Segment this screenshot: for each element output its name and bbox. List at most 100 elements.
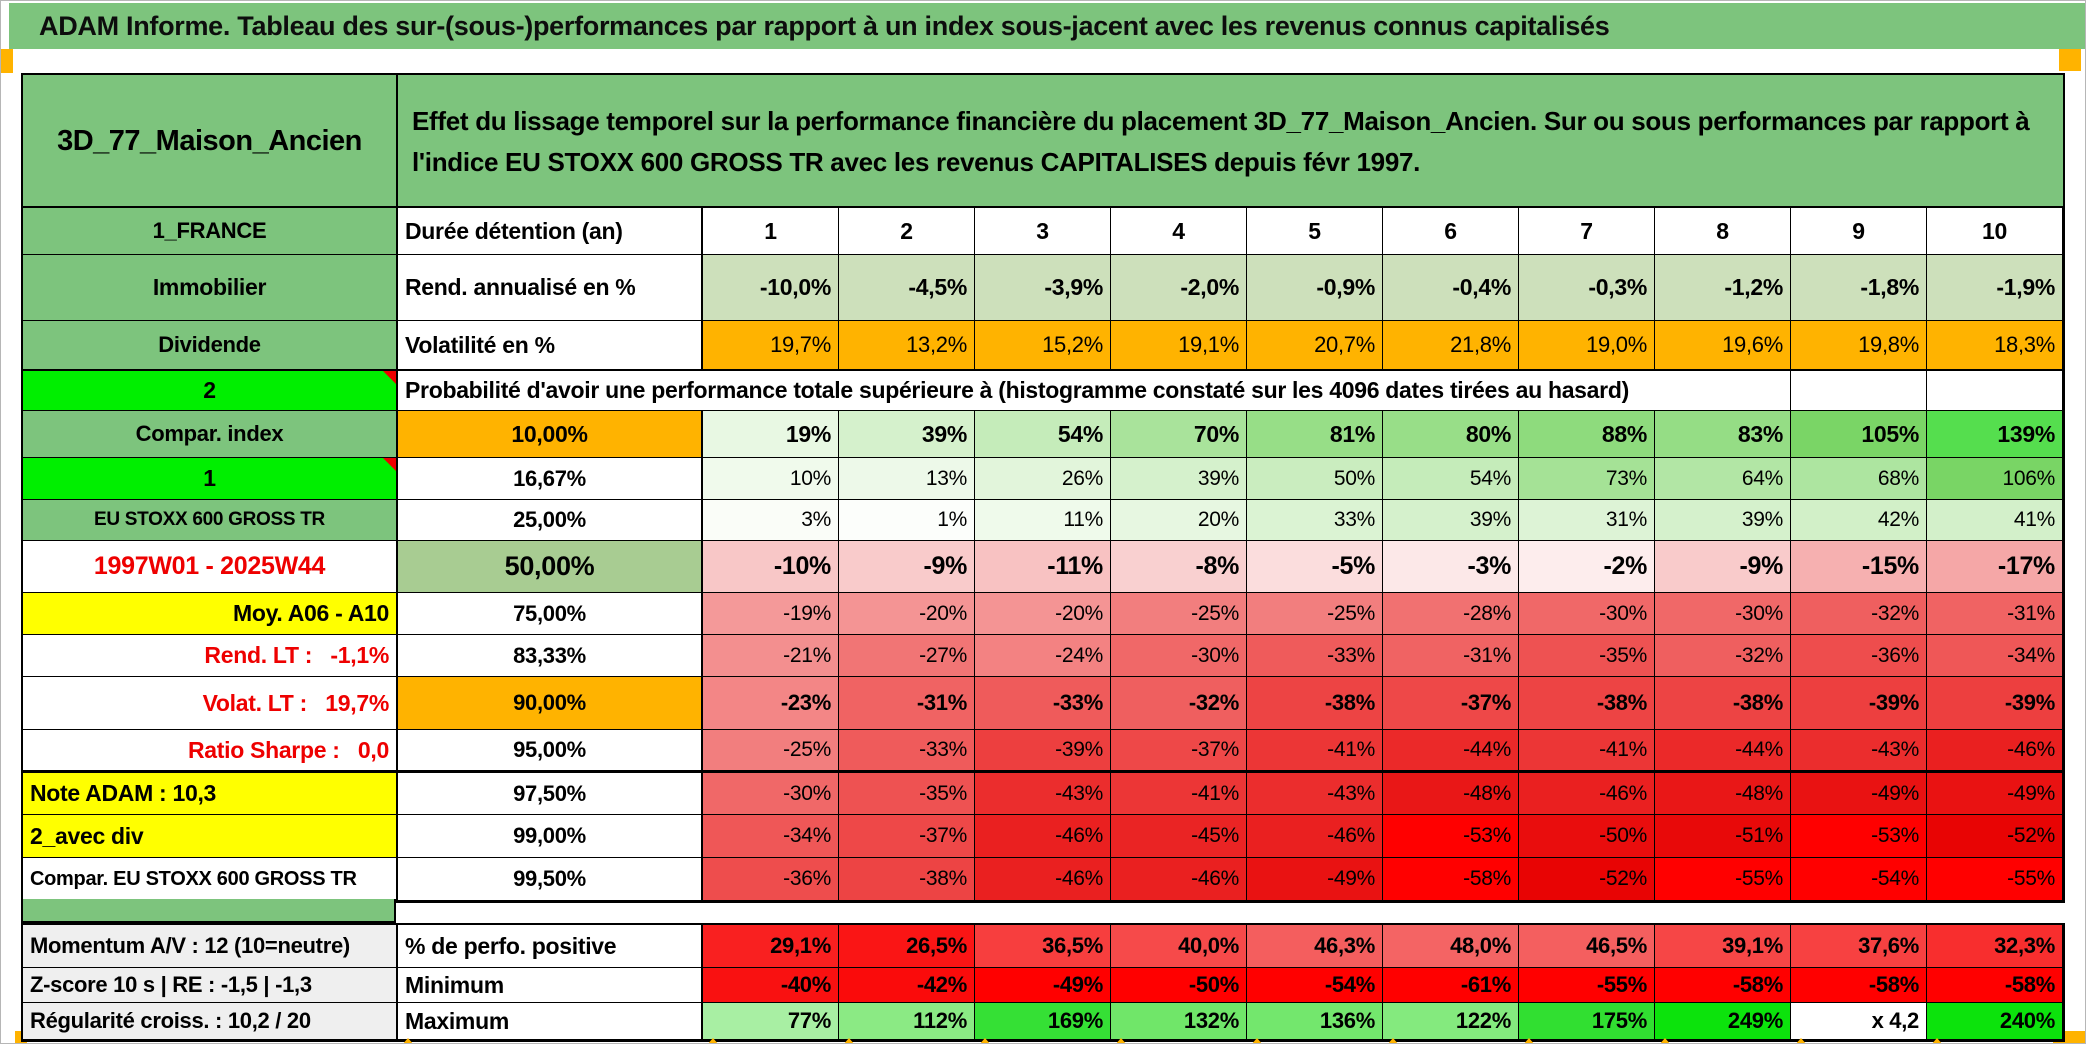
cell-maximum-y7[interactable]: 175%: [1519, 1003, 1655, 1040]
cell-minimum-y8[interactable]: -58%: [1655, 968, 1791, 1003]
cell-p975-y2[interactable]: -35%: [839, 773, 975, 815]
cell-p95-y5[interactable]: -41%: [1247, 730, 1383, 773]
cell-p975-y5[interactable]: -43%: [1247, 773, 1383, 815]
placement-description-cell[interactable]: Effet du lissage temporel sur la perform…: [398, 75, 2063, 208]
cell-perfo-positive-y9[interactable]: 37,6%: [1791, 925, 1927, 968]
cell-p995-y3[interactable]: -46%: [975, 858, 1111, 901]
cell-p10-y7[interactable]: 88%: [1519, 411, 1655, 458]
cell-p83-y2[interactable]: -27%: [839, 635, 975, 677]
colB-p975[interactable]: 97,50%: [398, 773, 703, 815]
cell-p99-y8[interactable]: -51%: [1655, 815, 1791, 858]
colB-p16[interactable]: 16,67%: [398, 458, 703, 500]
cell-p975-y3[interactable]: -43%: [975, 773, 1111, 815]
cell-p95-y10[interactable]: -46%: [1927, 730, 2063, 773]
cell-volatilite-y2[interactable]: 13,2%: [839, 321, 975, 371]
cell-volatilite-y1[interactable]: 19,7%: [703, 321, 839, 371]
cell-p995-y9[interactable]: -54%: [1791, 858, 1927, 901]
cell-rendement-y4[interactable]: -2,0%: [1111, 255, 1247, 321]
cell-p25-y5[interactable]: 33%: [1247, 500, 1383, 541]
cell-perfo-positive-y7[interactable]: 46,5%: [1519, 925, 1655, 968]
cell-p75-y4[interactable]: -25%: [1111, 593, 1247, 635]
cell-p90-y7[interactable]: -38%: [1519, 677, 1655, 730]
cell-p75-y10[interactable]: -31%: [1927, 593, 2063, 635]
cell-perfo-positive-y2[interactable]: 26,5%: [839, 925, 975, 968]
cell-p16-y6[interactable]: 54%: [1383, 458, 1519, 500]
cell-p16-y9[interactable]: 68%: [1791, 458, 1927, 500]
row-label-p99[interactable]: 2_avec div: [23, 815, 398, 858]
cell-volatilite-y9[interactable]: 19,8%: [1791, 321, 1927, 371]
row-label-p95[interactable]: Ratio Sharpe : 0,0: [23, 730, 398, 773]
row-label-minimum[interactable]: Z-score 10 s | RE : -1,5 | -1,3: [23, 968, 398, 1003]
cell-p10-y3[interactable]: 54%: [975, 411, 1111, 458]
cell-rendement-y1[interactable]: -10,0%: [703, 255, 839, 321]
colB-volatilite[interactable]: Volatilité en %: [398, 321, 703, 371]
cell-p83-y9[interactable]: -36%: [1791, 635, 1927, 677]
cell-p25-y10[interactable]: 41%: [1927, 500, 2063, 541]
cell-p90-y9[interactable]: -39%: [1791, 677, 1927, 730]
cell-p995-y5[interactable]: -49%: [1247, 858, 1383, 901]
cell-volatilite-y7[interactable]: 19,0%: [1519, 321, 1655, 371]
cell-p10-y6[interactable]: 80%: [1383, 411, 1519, 458]
cell-p975-y8[interactable]: -48%: [1655, 773, 1791, 815]
cell-p50-y7[interactable]: -2%: [1519, 541, 1655, 593]
cell-perfo-positive-y3[interactable]: 36,5%: [975, 925, 1111, 968]
cell-p16-y2[interactable]: 13%: [839, 458, 975, 500]
cell-rendement-y3[interactable]: -3,9%: [975, 255, 1111, 321]
cell-p10-y8[interactable]: 83%: [1655, 411, 1791, 458]
cell-p83-y5[interactable]: -33%: [1247, 635, 1383, 677]
cell-p99-y3[interactable]: -46%: [975, 815, 1111, 858]
cell-p16-y4[interactable]: 39%: [1111, 458, 1247, 500]
cell-maximum-y6[interactable]: 122%: [1383, 1003, 1519, 1040]
cell-p25-y2[interactable]: 1%: [839, 500, 975, 541]
cell-p50-y1[interactable]: -10%: [703, 541, 839, 593]
row-label-p90[interactable]: Volat. LT : 19,7%: [23, 677, 398, 730]
cell-minimum-y6[interactable]: -61%: [1383, 968, 1519, 1003]
cell-perfo-positive-y6[interactable]: 48,0%: [1383, 925, 1519, 968]
row-label-probabilite[interactable]: 2: [23, 371, 398, 411]
cell-p83-y1[interactable]: -21%: [703, 635, 839, 677]
cell-p995-y10[interactable]: -55%: [1927, 858, 2063, 901]
cell-p83-y4[interactable]: -30%: [1111, 635, 1247, 677]
cell-p975-y10[interactable]: -49%: [1927, 773, 2063, 815]
cell-p90-y10[interactable]: -39%: [1927, 677, 2063, 730]
cell-p83-y10[interactable]: -34%: [1927, 635, 2063, 677]
cell-duree-y4[interactable]: 4: [1111, 208, 1247, 255]
cell-p995-y8[interactable]: -55%: [1655, 858, 1791, 901]
cell-p995-y1[interactable]: -36%: [703, 858, 839, 901]
cell-p99-y6[interactable]: -53%: [1383, 815, 1519, 858]
cell-p25-y3[interactable]: 11%: [975, 500, 1111, 541]
cell-p90-y5[interactable]: -38%: [1247, 677, 1383, 730]
colB-minimum[interactable]: Minimum: [398, 968, 703, 1003]
cell-p25-y4[interactable]: 20%: [1111, 500, 1247, 541]
cell-p75-y9[interactable]: -32%: [1791, 593, 1927, 635]
cell-p975-y1[interactable]: -30%: [703, 773, 839, 815]
cell-p25-y6[interactable]: 39%: [1383, 500, 1519, 541]
cell-duree-y2[interactable]: 2: [839, 208, 975, 255]
cell-p16-y3[interactable]: 26%: [975, 458, 1111, 500]
cell-p50-y10[interactable]: -17%: [1927, 541, 2063, 593]
cell-rendement-y10[interactable]: -1,9%: [1927, 255, 2063, 321]
cell-p975-y9[interactable]: -49%: [1791, 773, 1927, 815]
cell-minimum-y1[interactable]: -40%: [703, 968, 839, 1003]
cell-p83-y7[interactable]: -35%: [1519, 635, 1655, 677]
row-label-rendement[interactable]: Immobilier: [23, 255, 398, 321]
cell-p16-y5[interactable]: 50%: [1247, 458, 1383, 500]
cell-p995-y6[interactable]: -58%: [1383, 858, 1519, 901]
cell-p99-y4[interactable]: -45%: [1111, 815, 1247, 858]
cell-perfo-positive-y10[interactable]: 32,3%: [1927, 925, 2063, 968]
cell-p75-y3[interactable]: -20%: [975, 593, 1111, 635]
cell-p16-y7[interactable]: 73%: [1519, 458, 1655, 500]
cell-perfo-positive-y5[interactable]: 46,3%: [1247, 925, 1383, 968]
cell-rendement-y7[interactable]: -0,3%: [1519, 255, 1655, 321]
cell-p16-y1[interactable]: 10%: [703, 458, 839, 500]
row-label-perfo-positive[interactable]: Momentum A/V : 12 (10=neutre): [23, 925, 398, 968]
cell-p75-y8[interactable]: -30%: [1655, 593, 1791, 635]
colB-p25[interactable]: 25,00%: [398, 500, 703, 541]
cell-p50-y9[interactable]: -15%: [1791, 541, 1927, 593]
colB-p99[interactable]: 99,00%: [398, 815, 703, 858]
cell-probabilite-tail-9[interactable]: [1791, 371, 1927, 411]
span-cell-probabilite[interactable]: Probabilité d'avoir une performance tota…: [398, 371, 1791, 411]
cell-p90-y6[interactable]: -37%: [1383, 677, 1519, 730]
colB-duree[interactable]: Durée détention (an): [398, 208, 703, 255]
cell-maximum-y2[interactable]: 112%: [839, 1003, 975, 1040]
